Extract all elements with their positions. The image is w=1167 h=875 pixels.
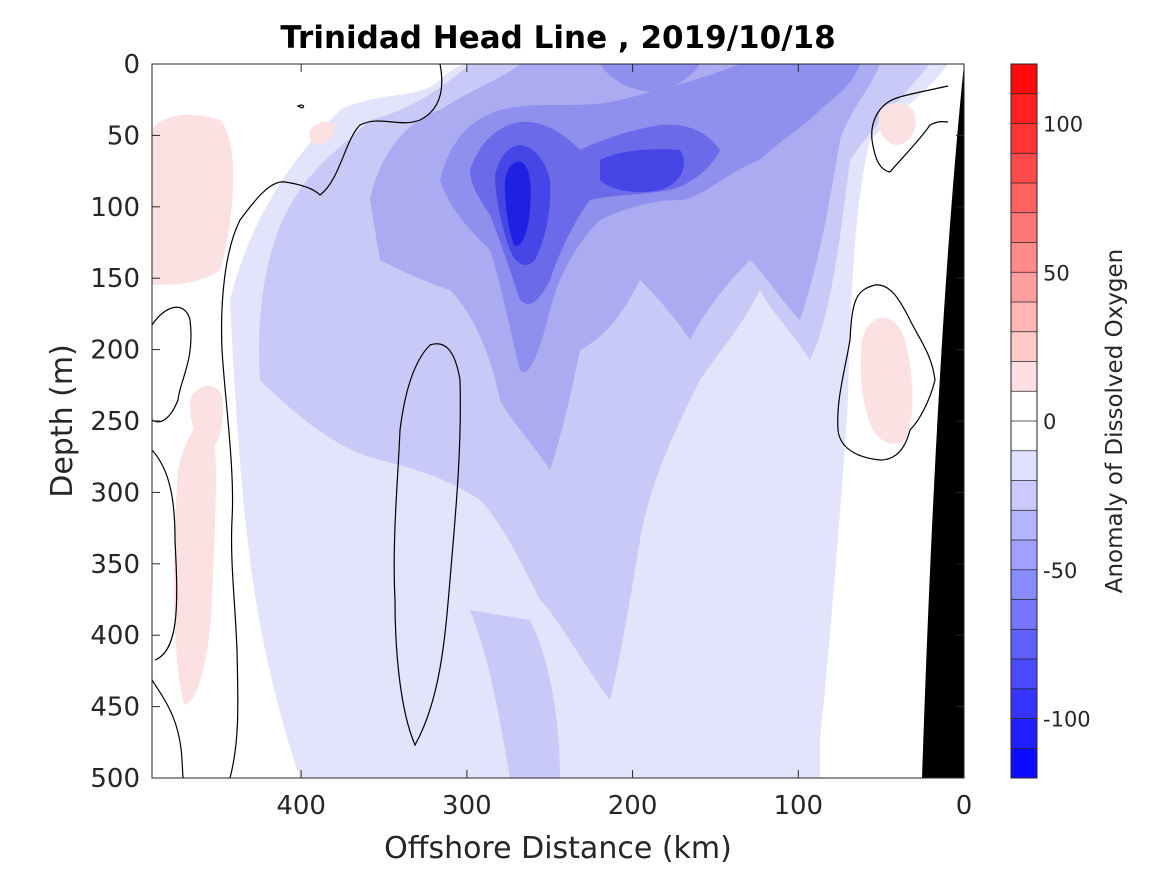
colorbar-label: Anomaly of Dissolved Oxygen [1102,249,1128,594]
y-tick-label: 0 [123,50,140,80]
anomaly-field-core [504,161,531,246]
x-tick-label: 0 [956,791,973,821]
y-axis: 0 50 100 150 200 250 300 350 400 450 500 [90,50,964,794]
land-mask [922,64,964,778]
colorbar-level [1011,659,1037,690]
colorbar-level [1011,540,1037,571]
colorbar-level [1011,629,1037,660]
colorbar-tick-label: -100 [1043,708,1091,732]
colorbar-level [1011,183,1037,214]
colorbar-level [1011,302,1037,333]
y-tick-label: 250 [90,407,140,437]
colorbar-level [1011,510,1037,541]
colorbar-level [1011,688,1037,719]
y-tick-label: 150 [90,264,140,294]
x-axis: 400 300 200 100 0 [276,64,972,821]
x-tick-label: 400 [276,791,326,821]
y-tick-label: 200 [90,336,140,366]
colorbar-level [1011,272,1037,303]
y-tick-label: 450 [90,693,140,723]
colorbar-tick-label: 100 [1043,113,1083,137]
colorbar-level [1011,391,1037,422]
colorbar-level [1011,718,1037,749]
colorbar-level [1011,93,1037,124]
colorbar-level [1011,361,1037,392]
colorbar-level [1011,242,1037,273]
colorbar-level [1011,450,1037,481]
x-tick-label: 300 [442,791,492,821]
x-tick-label: 200 [608,791,658,821]
colorbar-level [1011,64,1037,95]
chart-title: Trinidad Head Line , 2019/10/18 [280,20,835,56]
colorbar-level [1011,480,1037,511]
colorbar-tick-label: 0 [1043,410,1056,434]
colorbar-level [1011,153,1037,184]
colorbar-frame [1010,63,1038,779]
x-axis-label: Offshore Distance (km) [384,831,732,866]
colorbar-level [1011,123,1037,154]
y-tick-label: 400 [90,621,140,651]
y-tick-label: 300 [90,478,140,508]
plot-area [152,64,964,778]
colorbar: 100 50 0 -50 -100 [1010,63,1091,779]
zero-contours [152,64,949,778]
y-tick-label: 500 [90,764,140,794]
y-tick-label: 100 [90,193,140,223]
x-tick-label: 100 [773,791,823,821]
colorbar-level [1011,599,1037,630]
colorbar-level [1011,748,1037,779]
colorbar-tick-label: 50 [1043,261,1070,285]
colorbar-level [1011,569,1037,600]
colorbar-level [1011,421,1037,452]
y-tick-label: 350 [90,550,140,580]
colorbar-level [1011,331,1037,362]
colorbar-level [1011,212,1037,243]
positive-anomalies [152,103,916,705]
y-tick-label: 50 [107,121,140,151]
colorbar-tick-label: -50 [1043,559,1077,583]
y-axis-label: Depth (m) [45,344,80,498]
